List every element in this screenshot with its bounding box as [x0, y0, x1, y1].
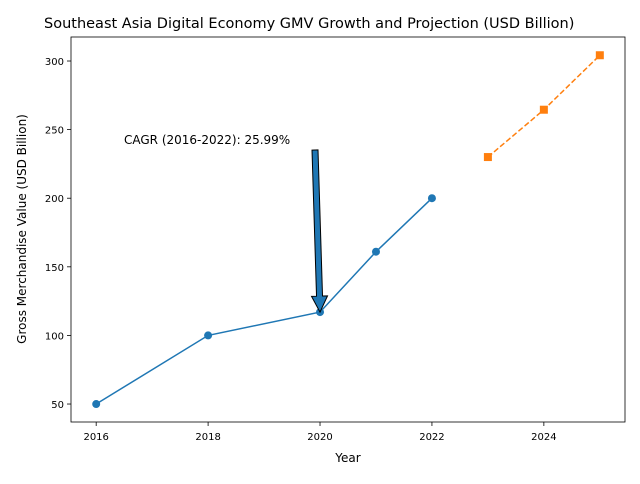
data-point	[595, 51, 604, 60]
x-tick-label: 2016	[83, 432, 108, 443]
y-tick-label: 50	[51, 400, 64, 411]
data-point	[427, 194, 436, 203]
data-point	[371, 247, 380, 256]
annotation-arrow	[310, 149, 329, 314]
data-point	[539, 105, 548, 114]
annotation-text: CAGR (2016-2022): 25.99%	[124, 133, 290, 147]
y-tick-label: 200	[45, 194, 64, 205]
y-tick-label: 250	[45, 126, 64, 137]
data-point	[483, 153, 492, 162]
data-point	[204, 331, 213, 340]
y-tick-label: 150	[45, 263, 64, 274]
x-tick-label: 2024	[531, 432, 556, 443]
data-point	[92, 400, 101, 409]
y-tick-label: 100	[45, 331, 64, 342]
x-tick-label: 2020	[307, 432, 332, 443]
chart-title: Southeast Asia Digital Economy GMV Growt…	[44, 16, 574, 32]
plot-frame	[70, 36, 626, 423]
y-tick-label: 300	[45, 57, 64, 68]
y-axis-label: Gross Merchandise Value (USD Billion)	[15, 114, 29, 344]
series-line-historical	[95, 197, 433, 405]
x-tick-label: 2022	[419, 432, 444, 443]
x-axis-label: Year	[334, 451, 360, 465]
x-tick-label: 2018	[195, 432, 220, 443]
